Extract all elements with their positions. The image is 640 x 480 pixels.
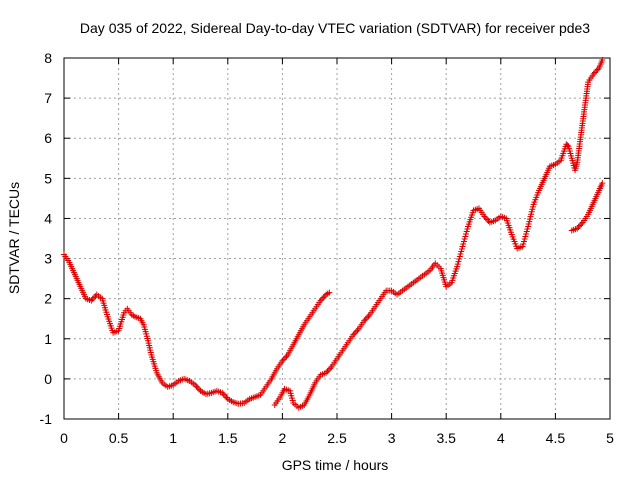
data-point	[457, 251, 464, 258]
y-tick-label: 5	[44, 170, 52, 186]
data-point	[365, 313, 372, 320]
y-tick-label: 6	[44, 130, 52, 146]
chart-title: Day 035 of 2022, Sidereal Day-to-day VTE…	[80, 20, 590, 36]
data-point	[460, 238, 467, 245]
series-segment-2	[271, 57, 606, 411]
data-point	[522, 233, 529, 240]
axis-ticks: 0 0.5 1 1.5 2 2.5 3 3.5 4 4.5 5 -1 0 1 2 3 4 5 6 7 8	[40, 50, 615, 446]
data-point	[353, 328, 360, 335]
data-point	[364, 314, 371, 321]
data-point	[459, 243, 466, 250]
data-point	[222, 392, 229, 399]
x-tick-label: 0	[60, 430, 68, 446]
x-tick-label: 1.5	[218, 430, 238, 446]
data-point	[464, 225, 471, 232]
data-point	[454, 263, 461, 270]
y-tick-label: 8	[44, 50, 52, 66]
data-point	[456, 256, 463, 263]
data-point	[320, 294, 327, 301]
data-point	[456, 253, 463, 260]
data-point	[280, 356, 287, 363]
x-tick-label: 3.5	[436, 430, 456, 446]
data-point	[325, 366, 332, 373]
x-tick-label: 4.5	[546, 430, 566, 446]
data-point	[520, 241, 527, 248]
data-point	[458, 248, 465, 255]
data-point	[461, 236, 468, 243]
data-point	[523, 230, 530, 237]
y-tick-label: 4	[44, 210, 52, 226]
x-tick-label: 2	[279, 430, 287, 446]
data-point	[576, 222, 583, 229]
x-tick-label: 0.5	[109, 430, 129, 446]
x-tick-label: 5	[606, 430, 614, 446]
data-point	[326, 289, 333, 296]
data-point	[454, 261, 461, 268]
data-point	[193, 383, 200, 390]
data-point	[523, 228, 530, 235]
data-point	[482, 214, 489, 221]
data-point	[578, 220, 585, 227]
x-tick-label: 2.5	[327, 430, 347, 446]
data-points	[61, 57, 606, 411]
data-point	[564, 142, 571, 149]
data-point	[599, 180, 606, 187]
data-point	[351, 330, 358, 337]
data-point	[591, 69, 598, 76]
y-tick-label: -1	[40, 411, 53, 427]
x-tick-label: 3	[388, 430, 396, 446]
data-point	[89, 296, 96, 303]
series-segment-3	[568, 180, 606, 234]
data-point	[362, 316, 369, 323]
y-tick-label: 2	[44, 291, 52, 307]
data-point	[282, 354, 289, 361]
data-point	[318, 296, 325, 303]
y-tick-label: 7	[44, 90, 52, 106]
data-point	[462, 230, 469, 237]
data-point	[521, 238, 528, 245]
plot-frame	[63, 57, 611, 420]
data-point	[327, 365, 334, 372]
data-point	[524, 225, 531, 232]
x-tick-label: 1	[169, 430, 177, 446]
data-point	[599, 57, 606, 64]
data-point	[194, 384, 201, 391]
data-point	[458, 246, 465, 253]
y-tick-label: 0	[44, 371, 52, 387]
data-point	[462, 233, 469, 240]
data-point	[354, 327, 361, 334]
y-tick-label: 3	[44, 251, 52, 267]
x-axis-label: GPS time / hours	[282, 457, 389, 473]
data-point	[455, 258, 462, 265]
data-point	[463, 228, 470, 235]
data-point	[460, 241, 467, 248]
y-axis-label: SDTVAR / TECUs	[6, 182, 22, 294]
data-point	[593, 68, 600, 75]
grid	[64, 58, 610, 419]
x-tick-label: 4	[497, 430, 505, 446]
y-tick-label: 1	[44, 331, 52, 347]
data-point	[519, 243, 526, 250]
data-point	[521, 236, 528, 243]
series-segment-1	[61, 251, 333, 407]
